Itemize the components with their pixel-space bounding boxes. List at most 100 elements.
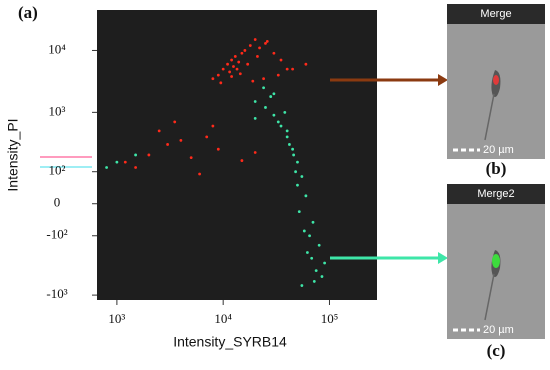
point (230, 75, 233, 78)
point (296, 183, 299, 187)
point (216, 73, 220, 77)
point (166, 143, 170, 146)
point (253, 38, 257, 41)
point (297, 210, 301, 214)
point (279, 124, 283, 128)
point (226, 62, 229, 66)
y-tick-label: -10² (46, 227, 67, 242)
point (314, 269, 318, 273)
point (296, 160, 299, 164)
point (294, 170, 297, 174)
image-panel-b (447, 4, 545, 159)
point (248, 44, 252, 47)
point (235, 67, 239, 71)
y-tick-label: 10² (49, 163, 66, 178)
point (276, 120, 280, 124)
point (300, 175, 304, 178)
point (320, 275, 324, 278)
point (306, 251, 309, 254)
point (276, 73, 280, 77)
point (179, 138, 183, 142)
point (265, 40, 269, 43)
point (285, 129, 289, 133)
point (304, 194, 308, 198)
image-title: Merge2 (477, 188, 514, 200)
point (221, 67, 225, 71)
image-title: Merge (480, 8, 511, 20)
point (211, 124, 215, 128)
y-axis-label: Intensity_PI (5, 118, 21, 191)
point (311, 220, 315, 224)
point (228, 70, 232, 74)
point (237, 60, 241, 64)
point (253, 116, 257, 120)
point (258, 46, 261, 50)
x-tick-label: 10⁴ (214, 311, 232, 326)
point (323, 261, 327, 265)
point (205, 135, 209, 139)
point (240, 159, 244, 162)
point (272, 51, 276, 55)
point (283, 110, 287, 114)
image-panel-c (447, 184, 545, 339)
panel-label: (b) (486, 159, 507, 178)
point (256, 55, 259, 58)
point (253, 100, 257, 103)
point (308, 234, 311, 238)
scale-label: 20 µm (483, 144, 514, 156)
point (285, 135, 289, 139)
point (134, 166, 138, 169)
x-tick-label: 10³ (108, 311, 125, 326)
point (262, 77, 265, 81)
point (251, 79, 255, 83)
point (211, 77, 215, 81)
point (302, 229, 306, 233)
point (238, 72, 242, 76)
point (262, 86, 265, 90)
y-tick-label: -10³ (46, 286, 67, 301)
point (232, 65, 235, 68)
point (173, 120, 177, 124)
point (189, 156, 193, 160)
point (288, 143, 291, 146)
x-tick-label: 10⁵ (321, 311, 339, 326)
point (219, 81, 223, 85)
point (230, 58, 233, 62)
point (317, 243, 321, 247)
point (246, 62, 250, 66)
point (269, 95, 273, 98)
point (272, 113, 276, 117)
point (310, 256, 314, 260)
point (292, 153, 296, 157)
point (272, 92, 276, 96)
point (285, 67, 289, 71)
point (105, 166, 108, 169)
point (291, 147, 295, 151)
point (279, 58, 283, 62)
point (216, 147, 220, 151)
point (312, 280, 316, 283)
y-tick-label: 0 (54, 195, 61, 210)
point (123, 160, 127, 164)
point (240, 51, 244, 55)
arrows (40, 74, 448, 264)
point (147, 153, 151, 157)
point (264, 41, 267, 45)
point (253, 151, 257, 154)
point (300, 284, 304, 287)
point (243, 49, 247, 52)
x-axis-label: Intensity_SYRB14 (173, 334, 287, 350)
point (198, 172, 201, 176)
point (115, 160, 119, 164)
plot-area (97, 10, 377, 300)
point (264, 106, 267, 109)
panel-label: (c) (487, 341, 506, 360)
point (157, 129, 161, 133)
y-tick-label: 10⁴ (48, 41, 66, 56)
y-tick-label: 10³ (49, 103, 66, 118)
scale-label: 20 µm (483, 324, 514, 336)
point (291, 67, 295, 71)
point (233, 55, 237, 58)
panel-label: (a) (18, 3, 38, 22)
